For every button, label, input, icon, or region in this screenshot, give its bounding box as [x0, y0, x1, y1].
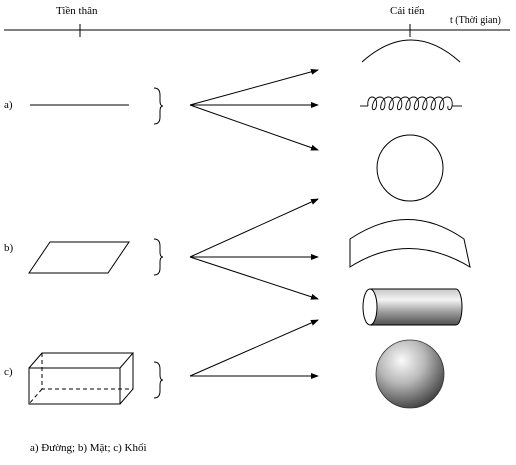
brace-c [153, 361, 164, 399]
brace-a [153, 87, 164, 125]
improved-label: Cải tiến [390, 5, 425, 17]
arrow-a-3 [189, 104, 319, 151]
source-parallelogram [28, 241, 130, 274]
row-label-b: b) [4, 242, 14, 254]
predecessor-label: Tiền thân [56, 5, 98, 17]
arrow-c-1 [189, 319, 319, 377]
arrow-a-1 [189, 68, 319, 106]
sphere-shape [375, 339, 445, 409]
timeline: Tiền thân Cải tiến t (Thời gian) [4, 5, 510, 37]
arrow-b-3 [189, 256, 319, 300]
circle-shape [376, 134, 444, 202]
arrow-b-1 [189, 198, 319, 258]
curved-surface-shape [349, 219, 471, 269]
row-a: a) [4, 39, 462, 202]
spring-shape [360, 96, 462, 111]
arc-shape [361, 39, 461, 63]
row-c: c) [4, 319, 445, 409]
caption: a) Đường; b) Mặt; c) Khối [30, 442, 147, 454]
row-label-a: a) [4, 99, 13, 111]
axis-label: t (Thời gian) [450, 15, 501, 26]
row-label-c: c) [4, 366, 13, 378]
row-b: b) [4, 198, 471, 326]
cylinder-shape [362, 288, 463, 326]
brace-b [153, 238, 164, 276]
source-box [28, 352, 135, 405]
